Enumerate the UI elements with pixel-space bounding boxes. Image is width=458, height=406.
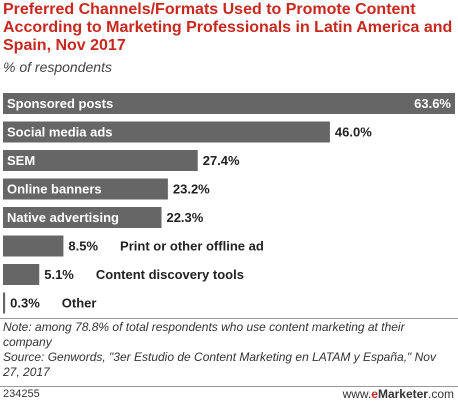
bar xyxy=(3,121,330,143)
bar xyxy=(3,93,455,114)
value-label: 23.2% xyxy=(173,182,210,197)
bar xyxy=(3,207,162,228)
value-label: 27.4% xyxy=(203,153,240,168)
category-label: Native advertising xyxy=(7,210,119,225)
brand-name: Marketer xyxy=(377,387,428,401)
value-label: 22.3% xyxy=(166,210,203,225)
chart-id: 234255 xyxy=(3,388,40,400)
category-label: Content discovery tools xyxy=(96,267,244,282)
brand-e: e xyxy=(371,387,378,401)
category-label: Sponsored posts xyxy=(7,96,113,111)
divider-bottom xyxy=(0,386,458,387)
note-text: Note: among 78.8% of total respondents w… xyxy=(3,320,405,349)
divider-top xyxy=(0,318,458,319)
source-text: Source: Genwords, "3er Estudio de Conten… xyxy=(3,350,436,379)
brand-logo: www.eMarketer.com xyxy=(343,387,454,401)
value-label: 5.1% xyxy=(44,267,74,282)
chart-subtitle: % of respondents xyxy=(3,59,112,75)
value-label: 0.3% xyxy=(10,296,40,311)
brand-prefix: www. xyxy=(342,387,372,401)
value-label: 8.5% xyxy=(68,239,98,254)
value-label: 46.0% xyxy=(335,125,372,140)
bar xyxy=(3,264,40,285)
category-label: Print or other offline ad xyxy=(120,239,264,254)
value-label: 63.6% xyxy=(414,96,451,111)
brand-suffix: .com xyxy=(427,387,454,401)
category-label: Social media ads xyxy=(7,125,113,140)
bar xyxy=(3,235,64,257)
notes: Note: among 78.8% of total respondents w… xyxy=(3,320,453,380)
bar xyxy=(3,292,6,314)
chart-title: Preferred Channels/Formats Used to Promo… xyxy=(3,1,453,54)
category-label: Other xyxy=(62,296,97,311)
bar xyxy=(3,178,168,200)
category-label: Online banners xyxy=(7,182,102,197)
category-label: SEM xyxy=(7,153,35,168)
bar xyxy=(3,150,198,171)
